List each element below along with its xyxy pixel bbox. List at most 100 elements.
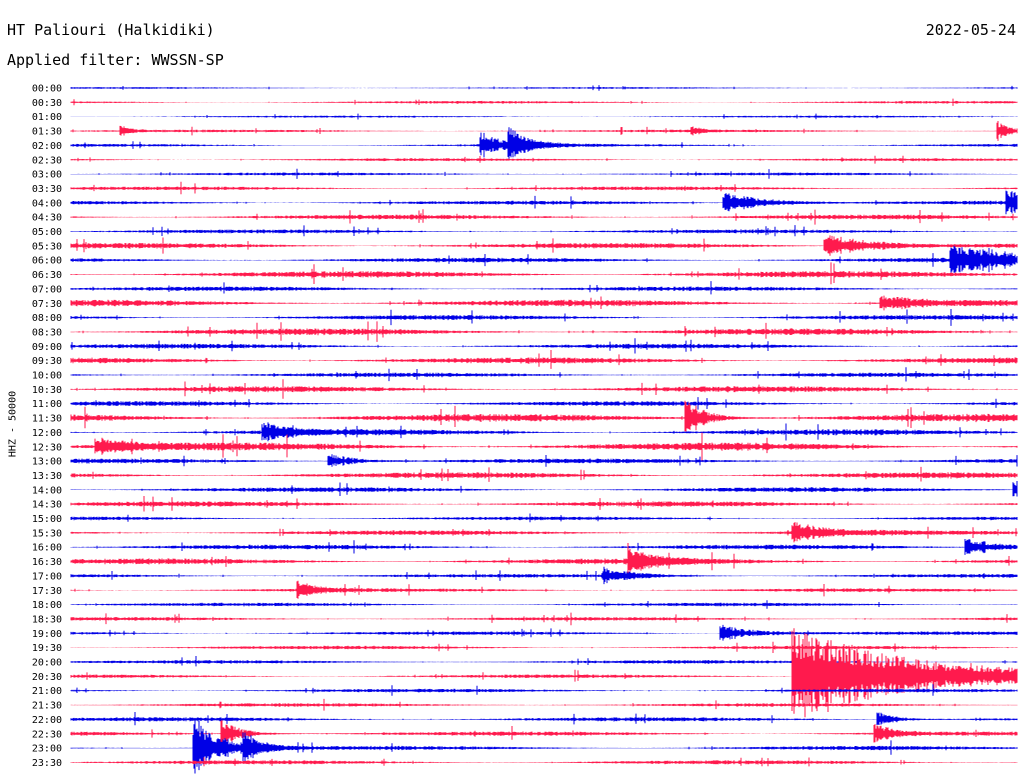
row-tick-label: 00:00 (32, 84, 62, 95)
row-tick-label: 23:00 (32, 744, 62, 755)
trace-row (70, 612, 1018, 626)
row-tick-label: 04:00 (32, 198, 62, 209)
trace-row (70, 624, 1018, 641)
row-tick-label: 08:30 (32, 327, 62, 338)
filter-label: Applied filter: WWSSN-SP (7, 51, 224, 69)
row-tick-label: 06:00 (32, 256, 62, 267)
trace-row (70, 113, 1018, 120)
station-title: HT Paliouri (Halkidiki) (7, 21, 215, 39)
row-tick-label: 22:30 (32, 729, 62, 740)
trace-row (70, 600, 1018, 609)
row-tick-label: 03:00 (32, 170, 62, 181)
row-tick-label: 22:00 (32, 715, 62, 726)
row-tick-label: 20:30 (32, 672, 62, 683)
trace-row (70, 580, 1018, 599)
trace-row (70, 481, 1018, 497)
trace-row (70, 245, 1018, 273)
row-tick-labels: 00:00 00:30 01:00 01:30 02:00 02:30 03:00 03:30… (32, 84, 62, 769)
row-tick-label: 04:30 (32, 213, 62, 224)
row-tick-label: 05:00 (32, 227, 62, 238)
trace-row (70, 422, 1018, 442)
trace-group (70, 85, 1018, 774)
row-tick-label: 09:30 (32, 356, 62, 367)
trace-row (70, 262, 1018, 285)
trace-row (70, 720, 1018, 746)
trace-row (70, 168, 1018, 179)
trace-row (70, 432, 1018, 461)
row-tick-label: 17:00 (32, 571, 62, 582)
row-tick-label: 14:00 (32, 485, 62, 496)
row-tick-label: 20:00 (32, 658, 62, 669)
row-tick-label: 13:30 (32, 471, 62, 482)
trace-row (70, 466, 1018, 482)
row-tick-label: 12:00 (32, 428, 62, 439)
row-tick-label: 21:30 (32, 701, 62, 712)
trace-row (70, 350, 1018, 369)
row-tick-label: 19:00 (32, 629, 62, 640)
row-tick-label: 18:30 (32, 614, 62, 625)
trace-row (70, 712, 1018, 726)
trace-row (70, 281, 1018, 295)
row-tick-label: 19:30 (32, 643, 62, 654)
trace-row (70, 496, 1018, 512)
row-tick-label: 16:30 (32, 557, 62, 568)
row-tick-label: 01:30 (32, 127, 62, 138)
trace-row (70, 454, 1018, 467)
trace-row (70, 309, 1018, 326)
trace-row (70, 628, 1018, 718)
trace-row (70, 98, 1018, 106)
row-tick-label: 18:00 (32, 600, 62, 611)
row-tick-label: 07:30 (32, 299, 62, 310)
row-tick-label: 06:30 (32, 270, 62, 281)
trace-row (70, 338, 1018, 354)
row-tick-label: 09:00 (32, 342, 62, 353)
trace-row (70, 684, 1018, 696)
row-tick-label: 03:30 (32, 184, 62, 195)
trace-row (70, 127, 1018, 159)
row-tick-label: 11:30 (32, 414, 62, 425)
trace-row (70, 757, 1018, 767)
trace-row (70, 225, 1018, 237)
row-tick-label: 10:00 (32, 371, 62, 382)
row-tick-label: 21:00 (32, 686, 62, 697)
trace-row (70, 698, 1018, 711)
row-tick-label: 23:30 (32, 758, 62, 769)
record-date: 2022-05-24 (925, 21, 1016, 39)
trace-row (70, 513, 1018, 523)
row-tick-label: 00:30 (32, 98, 62, 109)
trace-row (70, 321, 1018, 342)
trace-row (70, 566, 1018, 585)
trace-row (70, 209, 1018, 225)
row-tick-label: 11:00 (32, 399, 62, 410)
row-tick-label: 16:00 (32, 543, 62, 554)
trace-row (70, 367, 1018, 382)
row-tick-label: 10:30 (32, 385, 62, 396)
row-tick-label: 07:00 (32, 284, 62, 295)
trace-row (70, 121, 1018, 141)
trace-row (70, 235, 1018, 256)
trace-row (70, 522, 1018, 543)
row-tick-label: 12:30 (32, 442, 62, 453)
trace-row (70, 400, 1018, 432)
trace-row (70, 379, 1018, 399)
trace-row (70, 155, 1018, 164)
row-tick-label: 02:00 (32, 141, 62, 152)
row-tick-label: 02:30 (32, 155, 62, 166)
trace-row (70, 190, 1018, 215)
row-tick-label: 17:30 (32, 586, 62, 597)
trace-row (70, 718, 1018, 774)
row-tick-label: 13:00 (32, 457, 62, 468)
trace-row (70, 85, 1018, 91)
row-tick-label: 15:30 (32, 528, 62, 539)
trace-row (70, 641, 1018, 653)
trace-row (70, 543, 1018, 578)
row-tick-label: 01:00 (32, 112, 62, 123)
row-tick-label: 05:30 (32, 241, 62, 252)
row-tick-label: 14:30 (32, 500, 62, 511)
trace-row (70, 295, 1018, 311)
row-tick-label: 08:00 (32, 313, 62, 324)
trace-row (70, 181, 1018, 195)
trace-row (70, 397, 1018, 410)
trace-row (70, 539, 1018, 555)
